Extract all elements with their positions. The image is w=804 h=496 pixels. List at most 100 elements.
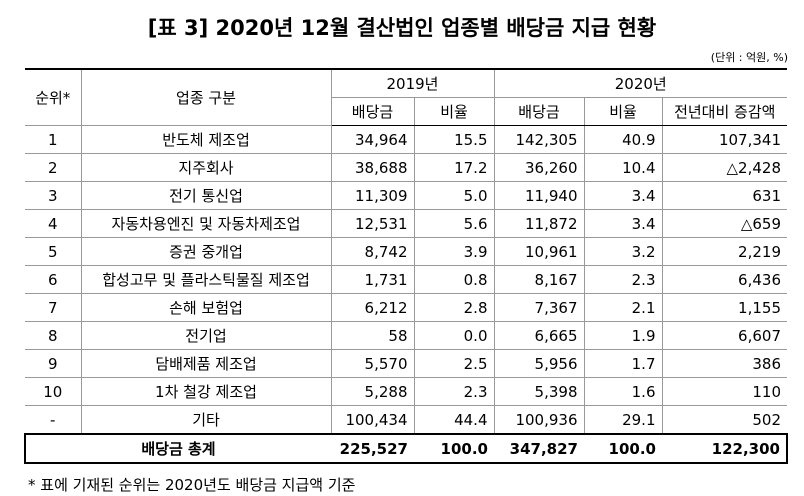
header-cell: 비율 bbox=[413, 97, 495, 126]
cell: 3.4 bbox=[583, 181, 663, 210]
cell: 12,531 bbox=[330, 209, 415, 238]
cell: 10.4 bbox=[583, 153, 663, 182]
row: 4 자동차용엔진 및 자동차제조업 12,531 5.6 11,872 3.4 △659 bbox=[25, 209, 787, 238]
cell: 2.1 bbox=[583, 293, 663, 322]
cell: 11,940 bbox=[493, 181, 585, 210]
cell: 631 bbox=[661, 181, 787, 210]
unit-note: (단위 : 억원, %) bbox=[710, 51, 788, 64]
cell: 1차 철강 제조업 bbox=[80, 377, 332, 406]
cell: 11,309 bbox=[330, 181, 415, 210]
cell: 502 bbox=[661, 405, 787, 435]
cell: 2.3 bbox=[413, 377, 495, 406]
cell: 386 bbox=[661, 349, 787, 378]
cell: △2,428 bbox=[661, 153, 787, 182]
cell: 3.2 bbox=[583, 237, 663, 266]
header-cell: 2019년 bbox=[330, 68, 495, 98]
cell: 전기 통신업 bbox=[80, 181, 332, 210]
row: - 기타 100,434 44.4 100,936 29.1 502 bbox=[25, 405, 787, 435]
cell: 5 bbox=[25, 237, 82, 266]
cell: 8,742 bbox=[330, 237, 415, 266]
cell: 6 bbox=[25, 265, 82, 294]
title: [표 3] 2020년 12월 결산법인 업종별 배당금 지급 현황 bbox=[147, 16, 657, 40]
cell: 1.9 bbox=[583, 321, 663, 350]
cell: 38,688 bbox=[330, 153, 415, 182]
cell: 17.2 bbox=[413, 153, 495, 182]
cell: 2.8 bbox=[413, 293, 495, 322]
cell: 44.4 bbox=[413, 405, 495, 435]
cell: 0.8 bbox=[413, 265, 495, 294]
cell: 6,212 bbox=[330, 293, 415, 322]
cell: 4 bbox=[25, 209, 82, 238]
cell: 지주회사 bbox=[80, 153, 332, 182]
cell: 5,288 bbox=[330, 377, 415, 406]
cell: 5,570 bbox=[330, 349, 415, 378]
cell: 전기업 bbox=[80, 321, 332, 350]
header-cell: 전년대비 증감액 bbox=[661, 97, 787, 126]
cell: 9 bbox=[25, 349, 82, 378]
cell: 1 bbox=[25, 125, 82, 154]
cell: 107,341 bbox=[661, 125, 787, 154]
cell: 합성고무 및 플라스틱물질 제조업 bbox=[80, 265, 332, 294]
total-row: 배당금 총계 225,527 100.0 347,827 100.0 122,300 bbox=[24, 433, 788, 464]
row: 1 반도체 제조업 34,964 15.5 142,305 40.9 107,341 bbox=[25, 125, 787, 154]
cell: 3.9 bbox=[413, 237, 495, 266]
cell: 40.9 bbox=[583, 125, 663, 154]
cell: 34,964 bbox=[330, 125, 415, 154]
cell: - bbox=[25, 405, 82, 435]
cell: 36,260 bbox=[493, 153, 585, 182]
cell: 5,956 bbox=[493, 349, 585, 378]
cell: 6,607 bbox=[661, 321, 787, 350]
total-cell: 225,527 bbox=[331, 433, 414, 464]
row: 9 담배제품 제조업 5,570 2.5 5,956 1.7 386 bbox=[25, 349, 787, 378]
cell: 1.7 bbox=[583, 349, 663, 378]
cell: 담배제품 제조업 bbox=[80, 349, 332, 378]
cell: 1,731 bbox=[330, 265, 415, 294]
cell: 100,936 bbox=[493, 405, 585, 435]
total-cell: 122,300 bbox=[662, 433, 788, 464]
cell: 1.6 bbox=[583, 377, 663, 406]
total-cell: 100.0 bbox=[414, 433, 494, 464]
row: 10 1차 철강 제조업 5,288 2.3 5,398 1.6 110 bbox=[25, 377, 787, 406]
total-cell: 배당금 총계 bbox=[24, 433, 331, 464]
row: 5 증권 중개업 8,742 3.9 10,961 3.2 2,219 bbox=[25, 237, 787, 266]
header-cell: 배당금 bbox=[493, 97, 585, 126]
cell: 1,155 bbox=[661, 293, 787, 322]
cell: 자동차용엔진 및 자동차제조업 bbox=[80, 209, 332, 238]
table: 순위* 업종 구분 2019년 2020년 배당금 비율 배당금 비율 전년대비 증감액… bbox=[24, 68, 788, 464]
cell: 6,436 bbox=[661, 265, 787, 294]
header-cell: 2020년 bbox=[493, 68, 787, 98]
cell: 58 bbox=[330, 321, 415, 350]
cell: 반도체 제조업 bbox=[80, 125, 332, 154]
header-cell: 업종 구분 bbox=[80, 68, 332, 126]
row: 3 전기 통신업 11,309 5.0 11,940 3.4 631 bbox=[25, 181, 787, 210]
cell: 11,872 bbox=[493, 209, 585, 238]
row: 6 합성고무 및 플라스틱물질 제조업 1,731 0.8 8,167 2.3 6,436 bbox=[25, 265, 787, 294]
cell: 5,398 bbox=[493, 377, 585, 406]
cell: 2,219 bbox=[661, 237, 787, 266]
cell: 손해 보험업 bbox=[80, 293, 332, 322]
cell: 3.4 bbox=[583, 209, 663, 238]
cell: 2 bbox=[25, 153, 82, 182]
row: 7 손해 보험업 6,212 2.8 7,367 2.1 1,155 bbox=[25, 293, 787, 322]
cell: 142,305 bbox=[493, 125, 585, 154]
header-cell: 배당금 bbox=[331, 97, 415, 126]
cell: 5.0 bbox=[413, 181, 495, 210]
cell: 기타 bbox=[80, 405, 332, 435]
cell: 7 bbox=[25, 293, 82, 322]
row: 8 전기업 58 0.0 6,665 1.9 6,607 bbox=[25, 321, 787, 350]
cell: 0.0 bbox=[413, 321, 495, 350]
footnote: * 표에 기재된 순위는 2020년도 배당금 지급액 기준 bbox=[28, 476, 356, 494]
cell: 2.5 bbox=[413, 349, 495, 378]
total-cell: 347,827 bbox=[494, 433, 584, 464]
cell: 6,665 bbox=[493, 321, 585, 350]
cell: 3 bbox=[25, 181, 82, 210]
header-cell: 비율 bbox=[583, 97, 663, 126]
row: 2 지주회사 38,688 17.2 36,260 10.4 △2,428 bbox=[25, 153, 787, 182]
cell: 5.6 bbox=[413, 209, 495, 238]
cell: △659 bbox=[661, 209, 787, 238]
cell: 110 bbox=[661, 377, 787, 406]
cell: 10,961 bbox=[493, 237, 585, 266]
cell: 7,367 bbox=[493, 293, 585, 322]
cell: 증권 중개업 bbox=[80, 237, 332, 266]
cell: 15.5 bbox=[413, 125, 495, 154]
